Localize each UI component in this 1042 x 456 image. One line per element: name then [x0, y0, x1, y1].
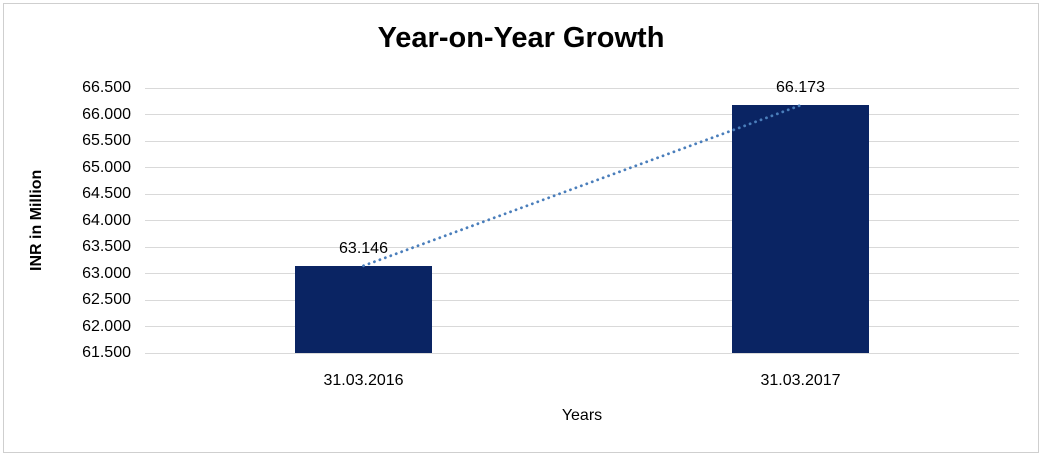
x-axis-title: Years	[561, 407, 603, 424]
y-tick-label: 62.000	[82, 317, 131, 335]
y-tick-label: 61.500	[82, 344, 131, 361]
y-axis: 61.500 62.000 62.500 63.000 63.500 64.000 64.5…	[0, 79, 131, 361]
y-tick-label: 65.000	[82, 158, 131, 176]
x-tick-label: 31.03.2016	[323, 372, 404, 389]
x-tick-label: 31.03.2017	[760, 372, 841, 389]
gridline	[145, 167, 1019, 168]
y-tick-label: 63.000	[82, 264, 131, 282]
gridline	[145, 326, 1019, 327]
y-tick-label: 64.000	[82, 211, 131, 229]
gridline	[145, 352, 1019, 354]
y-tick-label: 66.500	[82, 79, 131, 96]
gridline	[145, 140, 1019, 142]
y-tick-label: 63.500	[82, 238, 131, 255]
y-tick-label: 66.000	[82, 105, 131, 123]
gridline	[145, 193, 1019, 195]
data-label: 63.146	[339, 239, 388, 257]
gridline	[145, 87, 1019, 89]
y-tick-label: 64.500	[82, 185, 131, 202]
gridline	[145, 246, 1019, 248]
plot-area: 63.146 66.173	[145, 79, 1019, 354]
gridline	[145, 299, 1019, 301]
gridline	[145, 114, 1019, 115]
x-axis: 31.03.2016 31.03.2017	[145, 371, 1019, 393]
bar-31.03.2017	[732, 105, 869, 353]
trendline	[362, 103, 802, 268]
y-tick-label: 62.500	[82, 291, 131, 308]
gridline	[145, 220, 1019, 221]
data-label: 66.173	[776, 79, 825, 97]
y-tick-label: 65.500	[82, 132, 131, 149]
gridline	[145, 273, 1019, 274]
chart-title: Year-on-Year Growth	[377, 22, 665, 54]
bar-31.03.2016	[295, 265, 432, 353]
